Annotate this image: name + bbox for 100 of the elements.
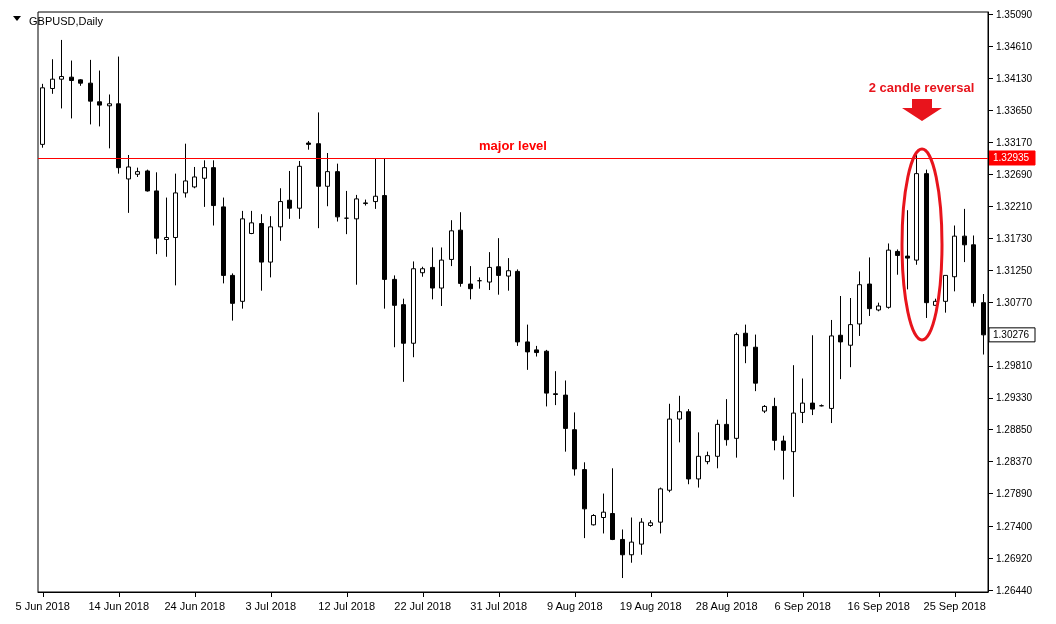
candlestick bbox=[848, 297, 853, 368]
y-tick-label: 1.31730 bbox=[996, 232, 1033, 244]
candlestick bbox=[838, 295, 843, 380]
candlestick bbox=[667, 403, 672, 493]
candlestick bbox=[791, 364, 796, 498]
candlestick bbox=[344, 190, 349, 235]
candlestick bbox=[591, 513, 596, 526]
y-tick-label: 1.34130 bbox=[996, 73, 1033, 85]
candlestick bbox=[506, 257, 511, 292]
y-tick-label: 1.34610 bbox=[996, 41, 1033, 53]
annotation: 2 candle reversal bbox=[868, 80, 975, 95]
y-tick-label: 1.32690 bbox=[996, 168, 1033, 180]
y-tick-label: 1.30770 bbox=[996, 296, 1033, 308]
y-tick-label: 1.35090 bbox=[996, 9, 1033, 21]
x-tick-label: 3 Jul 2018 bbox=[245, 599, 297, 612]
candlestick bbox=[753, 334, 758, 392]
candlestick bbox=[458, 211, 463, 288]
y-tick-label: 1.27400 bbox=[996, 520, 1033, 532]
candlestick bbox=[50, 58, 55, 95]
candlestick bbox=[886, 242, 891, 310]
candlestick bbox=[211, 159, 216, 227]
candlestick bbox=[544, 349, 549, 407]
candlestick bbox=[202, 159, 207, 208]
candlestick bbox=[192, 166, 197, 189]
candlestick bbox=[743, 324, 748, 364]
candlestick bbox=[610, 467, 615, 541]
candlestick bbox=[876, 302, 881, 312]
candlestick bbox=[173, 173, 178, 286]
candlestick bbox=[116, 56, 121, 175]
x-tick-label: 25 Sep 2018 bbox=[923, 599, 986, 612]
y-tick-label: 1.29810 bbox=[996, 360, 1033, 372]
text: 1.30276 bbox=[993, 329, 1030, 341]
candlestick bbox=[468, 265, 473, 300]
x-tick-label: 19 Aug 2018 bbox=[619, 599, 682, 612]
candlestick bbox=[287, 170, 292, 220]
candlestick bbox=[534, 345, 539, 358]
candlestick bbox=[183, 143, 188, 199]
candlestick bbox=[411, 260, 416, 358]
candlestick bbox=[696, 431, 701, 489]
candlestick bbox=[268, 215, 273, 278]
candlestick bbox=[135, 167, 140, 178]
ref-line-label: major level bbox=[479, 138, 547, 153]
candlestick bbox=[620, 528, 625, 579]
candlestick bbox=[800, 377, 805, 424]
candlestick bbox=[278, 187, 283, 242]
candlestick bbox=[363, 199, 368, 207]
candlestick bbox=[962, 208, 967, 263]
candlestick bbox=[297, 160, 302, 220]
candlestick bbox=[724, 398, 729, 447]
y-tick-label: 1.28370 bbox=[996, 456, 1033, 468]
candlestick bbox=[914, 154, 919, 266]
candlestick bbox=[734, 332, 739, 459]
candlestick bbox=[477, 276, 482, 290]
x-tick-label: 28 Aug 2018 bbox=[695, 599, 758, 612]
x-tick-label: 9 Aug 2018 bbox=[546, 599, 603, 612]
candlestick bbox=[325, 152, 330, 207]
candlestick bbox=[895, 248, 900, 276]
candlestick bbox=[107, 93, 112, 149]
candlestick bbox=[762, 404, 767, 414]
candlestick bbox=[335, 163, 340, 223]
candlestick bbox=[88, 59, 93, 125]
candlestick bbox=[829, 319, 834, 424]
candlestick bbox=[648, 519, 653, 528]
y-tick-label: 1.28850 bbox=[996, 424, 1033, 436]
candlestick bbox=[952, 225, 957, 292]
candlestick bbox=[221, 197, 226, 284]
candlestick bbox=[382, 157, 387, 310]
candlestick bbox=[401, 298, 406, 383]
candlestick bbox=[553, 370, 558, 406]
x-tick-label: 5 Jun 2018 bbox=[15, 599, 70, 612]
candlestick bbox=[715, 419, 720, 469]
candlestick bbox=[563, 379, 568, 453]
y-tick-label: 1.29330 bbox=[996, 392, 1033, 404]
candlestick bbox=[249, 210, 254, 235]
candlestick bbox=[430, 246, 435, 300]
candlestick bbox=[59, 39, 64, 109]
chart-title: GBPUSD,Daily bbox=[29, 14, 104, 27]
candlestick bbox=[705, 451, 710, 465]
candlestick bbox=[810, 334, 815, 416]
candlestick bbox=[240, 210, 245, 310]
candlestick bbox=[525, 324, 530, 371]
candlestick bbox=[97, 70, 102, 127]
y-tick-label: 1.33170 bbox=[996, 136, 1033, 148]
candlestick bbox=[230, 272, 235, 322]
candlestick bbox=[69, 60, 74, 119]
candlestick bbox=[78, 78, 83, 87]
candlestick bbox=[781, 435, 786, 481]
candlestick bbox=[943, 274, 948, 314]
candlestick bbox=[572, 411, 577, 477]
y-tick-label: 1.31250 bbox=[996, 264, 1033, 276]
x-tick-label: 31 Jul 2018 bbox=[470, 599, 528, 612]
candlestick bbox=[496, 237, 501, 296]
x-tick-label: 6 Sep 2018 bbox=[774, 599, 831, 612]
x-tick-label: 16 Sep 2018 bbox=[847, 599, 910, 612]
text: 1.32935 bbox=[993, 152, 1030, 164]
y-tick-label: 1.32210 bbox=[996, 200, 1033, 212]
candlestick bbox=[981, 293, 986, 356]
y-tick-label: 1.26920 bbox=[996, 552, 1033, 564]
x-tick-label: 14 Jun 2018 bbox=[88, 599, 150, 612]
candlestick bbox=[164, 197, 169, 258]
